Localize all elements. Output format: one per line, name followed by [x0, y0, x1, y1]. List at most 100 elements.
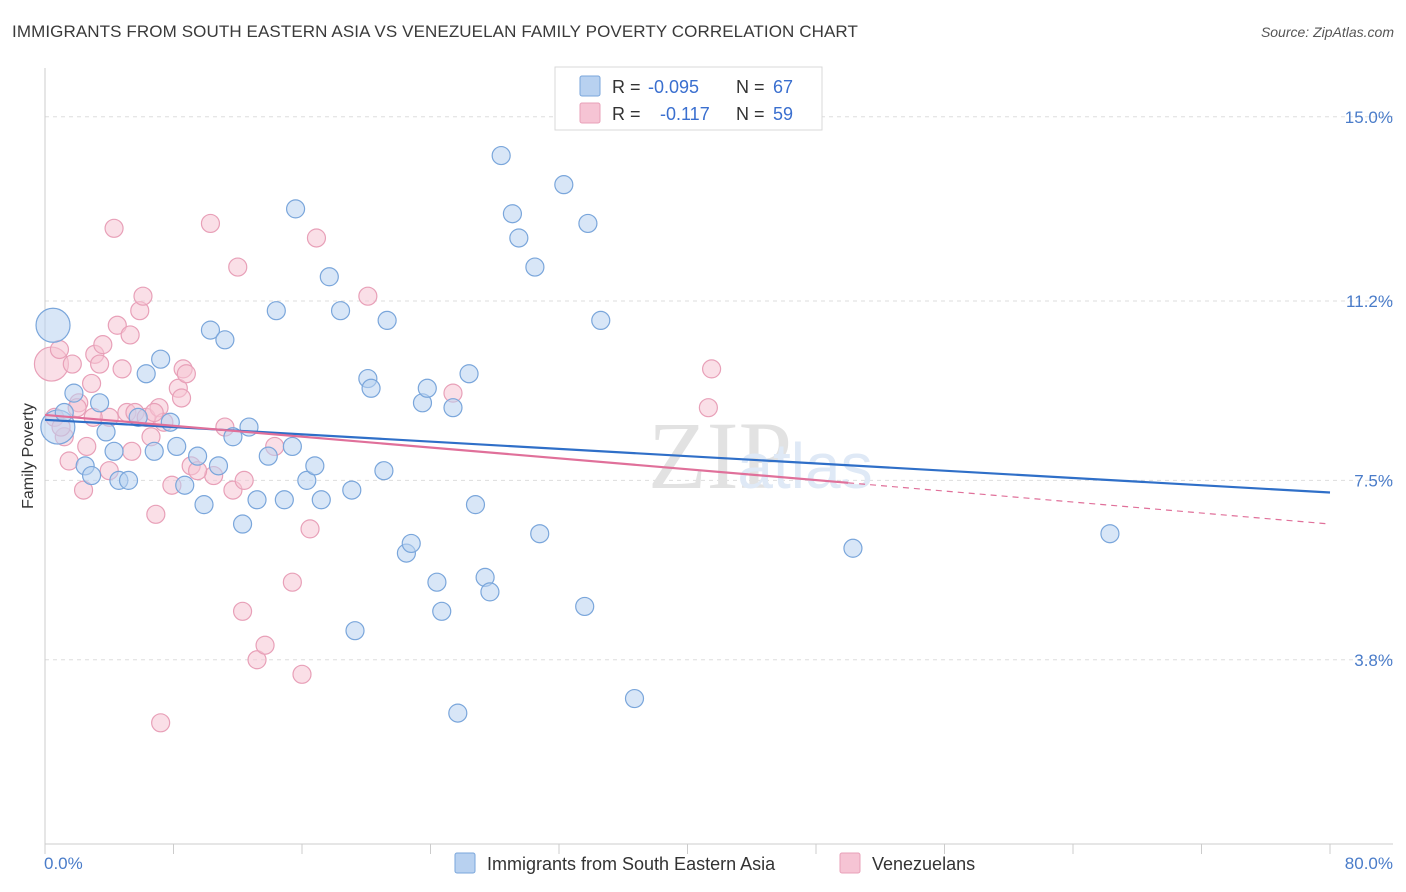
venezuelans-point-15: [107, 315, 127, 335]
bottom-legend-swatch-ven: [839, 852, 861, 874]
sea-point-60: [554, 175, 574, 195]
sea-point-41: [374, 461, 394, 481]
venezuelans-point-2: [49, 339, 70, 360]
venezuelans-point-46: [234, 470, 254, 490]
sea-point-29: [274, 490, 294, 510]
sea-point-38: [342, 480, 362, 500]
sea-point-21: [208, 456, 229, 476]
sea-point-30: [282, 436, 302, 457]
sea-point-35: [319, 267, 339, 287]
source-label: Source: ZipAtlas.com: [1260, 24, 1394, 40]
sea-point-27: [258, 446, 278, 466]
venezuelans-point-5: [62, 354, 82, 374]
sea-point-28: [266, 301, 286, 321]
venezuelans-point-43: [300, 519, 320, 539]
x-tick-max: 80.0%: [1345, 854, 1393, 873]
legend-swatch-sea: [579, 75, 601, 97]
sea-point-37: [345, 621, 365, 641]
y-tick-labels: 3.8% 7.5% 11.2% 15.0%: [1345, 108, 1393, 670]
y-axis-title: Family Poverty: [20, 403, 37, 509]
sea-point-26: [247, 490, 267, 510]
venezuelans-points: [33, 213, 722, 733]
venezuelans-point-45: [151, 713, 171, 733]
sea-point-18: [187, 446, 208, 466]
chart-title: IMMIGRANTS FROM SOUTH EASTERN ASIA VS VE…: [12, 22, 858, 41]
venezuelans-point-53: [144, 402, 164, 423]
legend-r-value-2: -0.117: [660, 104, 710, 124]
venezuelans-point-16: [112, 359, 132, 379]
sea-point-13: [144, 441, 164, 461]
y-tick-label-2: 11.2%: [1346, 292, 1393, 311]
bottom-legend-label-ven: Venezuelans: [872, 854, 975, 874]
sea-point-59: [530, 524, 550, 544]
sea-point-14: [151, 349, 171, 369]
venezuelans-trend-line: [44, 413, 849, 484]
sea-point-15: [160, 412, 180, 432]
legend-r-value-1: -0.095: [648, 77, 699, 97]
axes: [44, 68, 1393, 854]
venezuelans-point-18: [122, 441, 142, 461]
sea-point-16: [167, 436, 187, 457]
venezuelans-point-44: [306, 228, 327, 248]
sea-point-66: [1100, 524, 1120, 544]
sea-point-58: [525, 257, 545, 277]
sea-point-0: [35, 307, 71, 343]
sea-point-64: [624, 688, 645, 709]
sea-points: [35, 145, 1120, 723]
venezuelans-trend-extension: [848, 482, 1331, 525]
sea-point-24: [232, 514, 253, 534]
sea-point-57: [509, 228, 529, 248]
sea-trend-line: [44, 418, 1331, 494]
sea-point-10: [118, 470, 139, 490]
sea-point-8: [104, 441, 124, 461]
sea-point-46: [417, 378, 437, 398]
legend-r-label-2: R =: [612, 104, 641, 124]
bottom-legend-label-sea: Immigrants from South Eastern Asia: [487, 854, 776, 874]
sea-point-55: [491, 145, 511, 166]
venezuelans-point-14: [104, 218, 124, 238]
sea-point-31: [285, 199, 306, 219]
venezuelans-point-12: [93, 335, 113, 355]
sea-point-61: [575, 596, 595, 617]
venezuelans-point-41: [282, 572, 302, 592]
sea-point-65: [843, 538, 863, 558]
legend-n-value-1: 67: [773, 77, 793, 97]
sea-point-2: [54, 402, 74, 423]
venezuelans-point-30: [176, 364, 196, 384]
venezuelans-point-38: [247, 650, 267, 670]
venezuelans-point-21: [133, 286, 153, 306]
sea-point-62: [578, 213, 598, 234]
sea-point-7: [96, 422, 116, 442]
venezuelans-point-36: [228, 257, 248, 277]
sea-point-63: [591, 310, 611, 331]
sea-point-19: [194, 495, 214, 515]
venezuelans-point-8: [77, 436, 97, 457]
venezuelans-point-50: [701, 359, 722, 379]
venezuelans-point-11: [90, 354, 110, 374]
sea-point-32: [297, 470, 317, 490]
venezuelans-point-42: [292, 664, 312, 684]
sea-point-33: [305, 456, 325, 476]
y-tick-label-3: 15.0%: [1345, 108, 1393, 127]
sea-point-52: [465, 495, 486, 515]
sea-point-50: [448, 703, 468, 723]
y-tick-label-1: 7.5%: [1354, 471, 1393, 490]
sea-point-51: [459, 364, 479, 384]
venezuelans-point-32: [200, 213, 221, 234]
legend-n-label-1: N =: [736, 77, 765, 97]
legend-n-value-2: 59: [773, 104, 793, 124]
venezuelans-point-9: [81, 373, 102, 394]
sea-point-22: [215, 330, 235, 350]
sea-point-40: [361, 378, 381, 398]
sea-point-48: [432, 601, 452, 621]
sea-point-42: [377, 310, 397, 331]
correlation-legend: R = -0.095 N = 67 R = -0.117 N = 59: [554, 66, 823, 131]
venezuelans-point-37: [232, 601, 253, 621]
sea-point-3: [64, 383, 84, 403]
sea-point-12: [136, 364, 156, 384]
x-tick-min: 0.0%: [44, 854, 83, 873]
sea-point-17: [175, 475, 195, 495]
grid-lines: [45, 116, 1393, 661]
sea-point-47: [427, 572, 447, 592]
